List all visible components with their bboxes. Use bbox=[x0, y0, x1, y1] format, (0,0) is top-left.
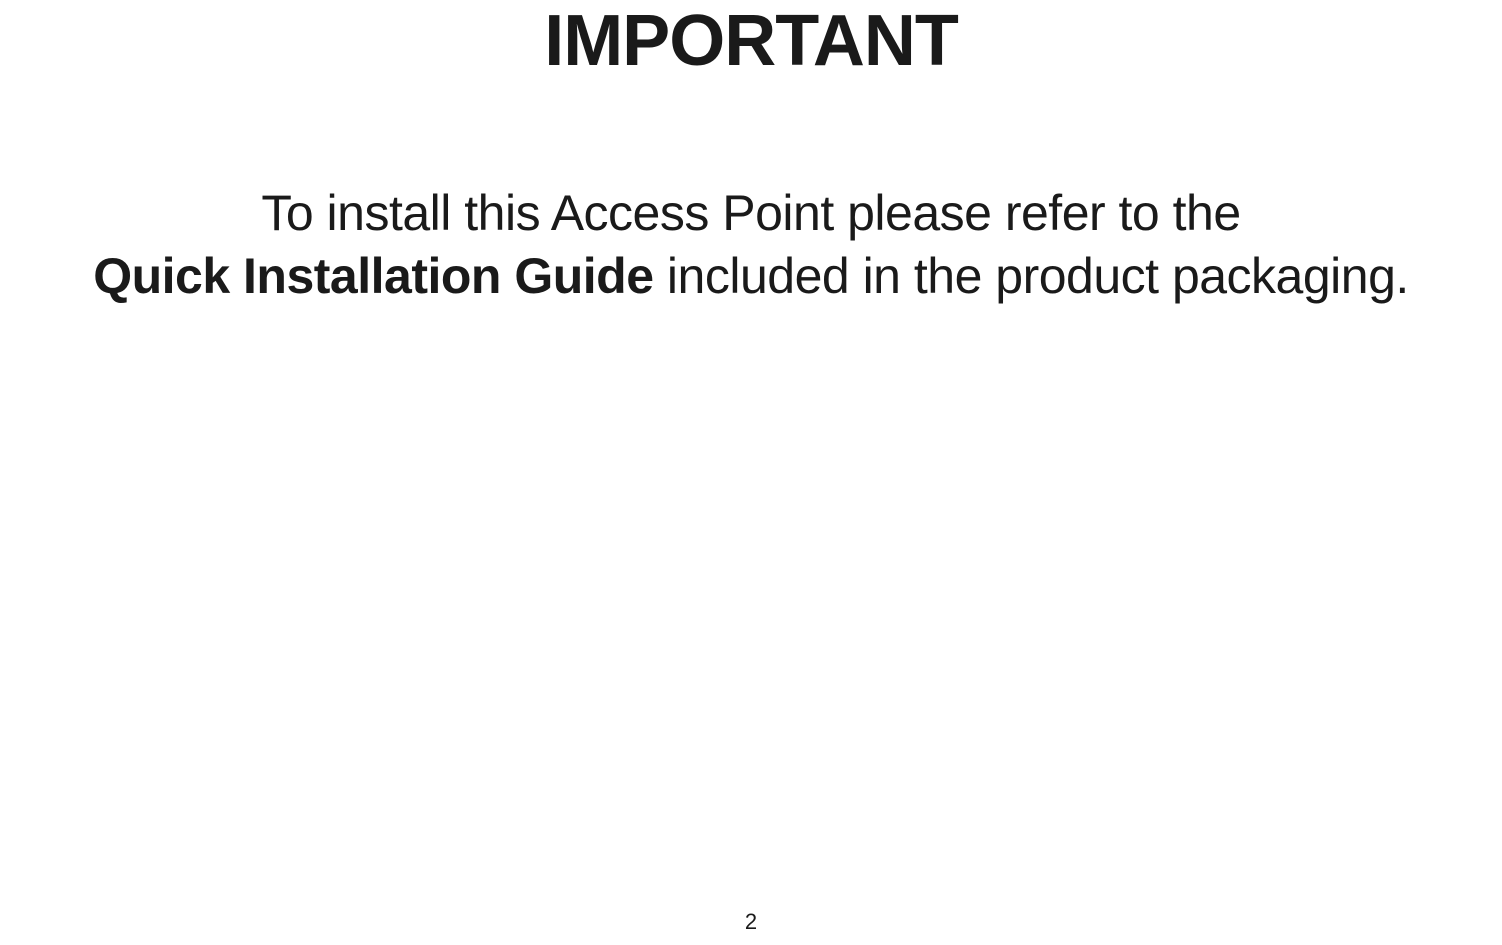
page-number: 2 bbox=[745, 909, 757, 935]
document-heading: IMPORTANT bbox=[0, 0, 1502, 82]
document-content: IMPORTANT To install this Access Point p… bbox=[0, 0, 1502, 307]
body-line-1: To install this Access Point please refe… bbox=[261, 185, 1240, 241]
body-line-2-rest: included in the product packaging. bbox=[654, 248, 1409, 304]
document-body: To install this Access Point please refe… bbox=[0, 182, 1502, 307]
body-line-2-bold: Quick Installation Guide bbox=[93, 248, 653, 304]
